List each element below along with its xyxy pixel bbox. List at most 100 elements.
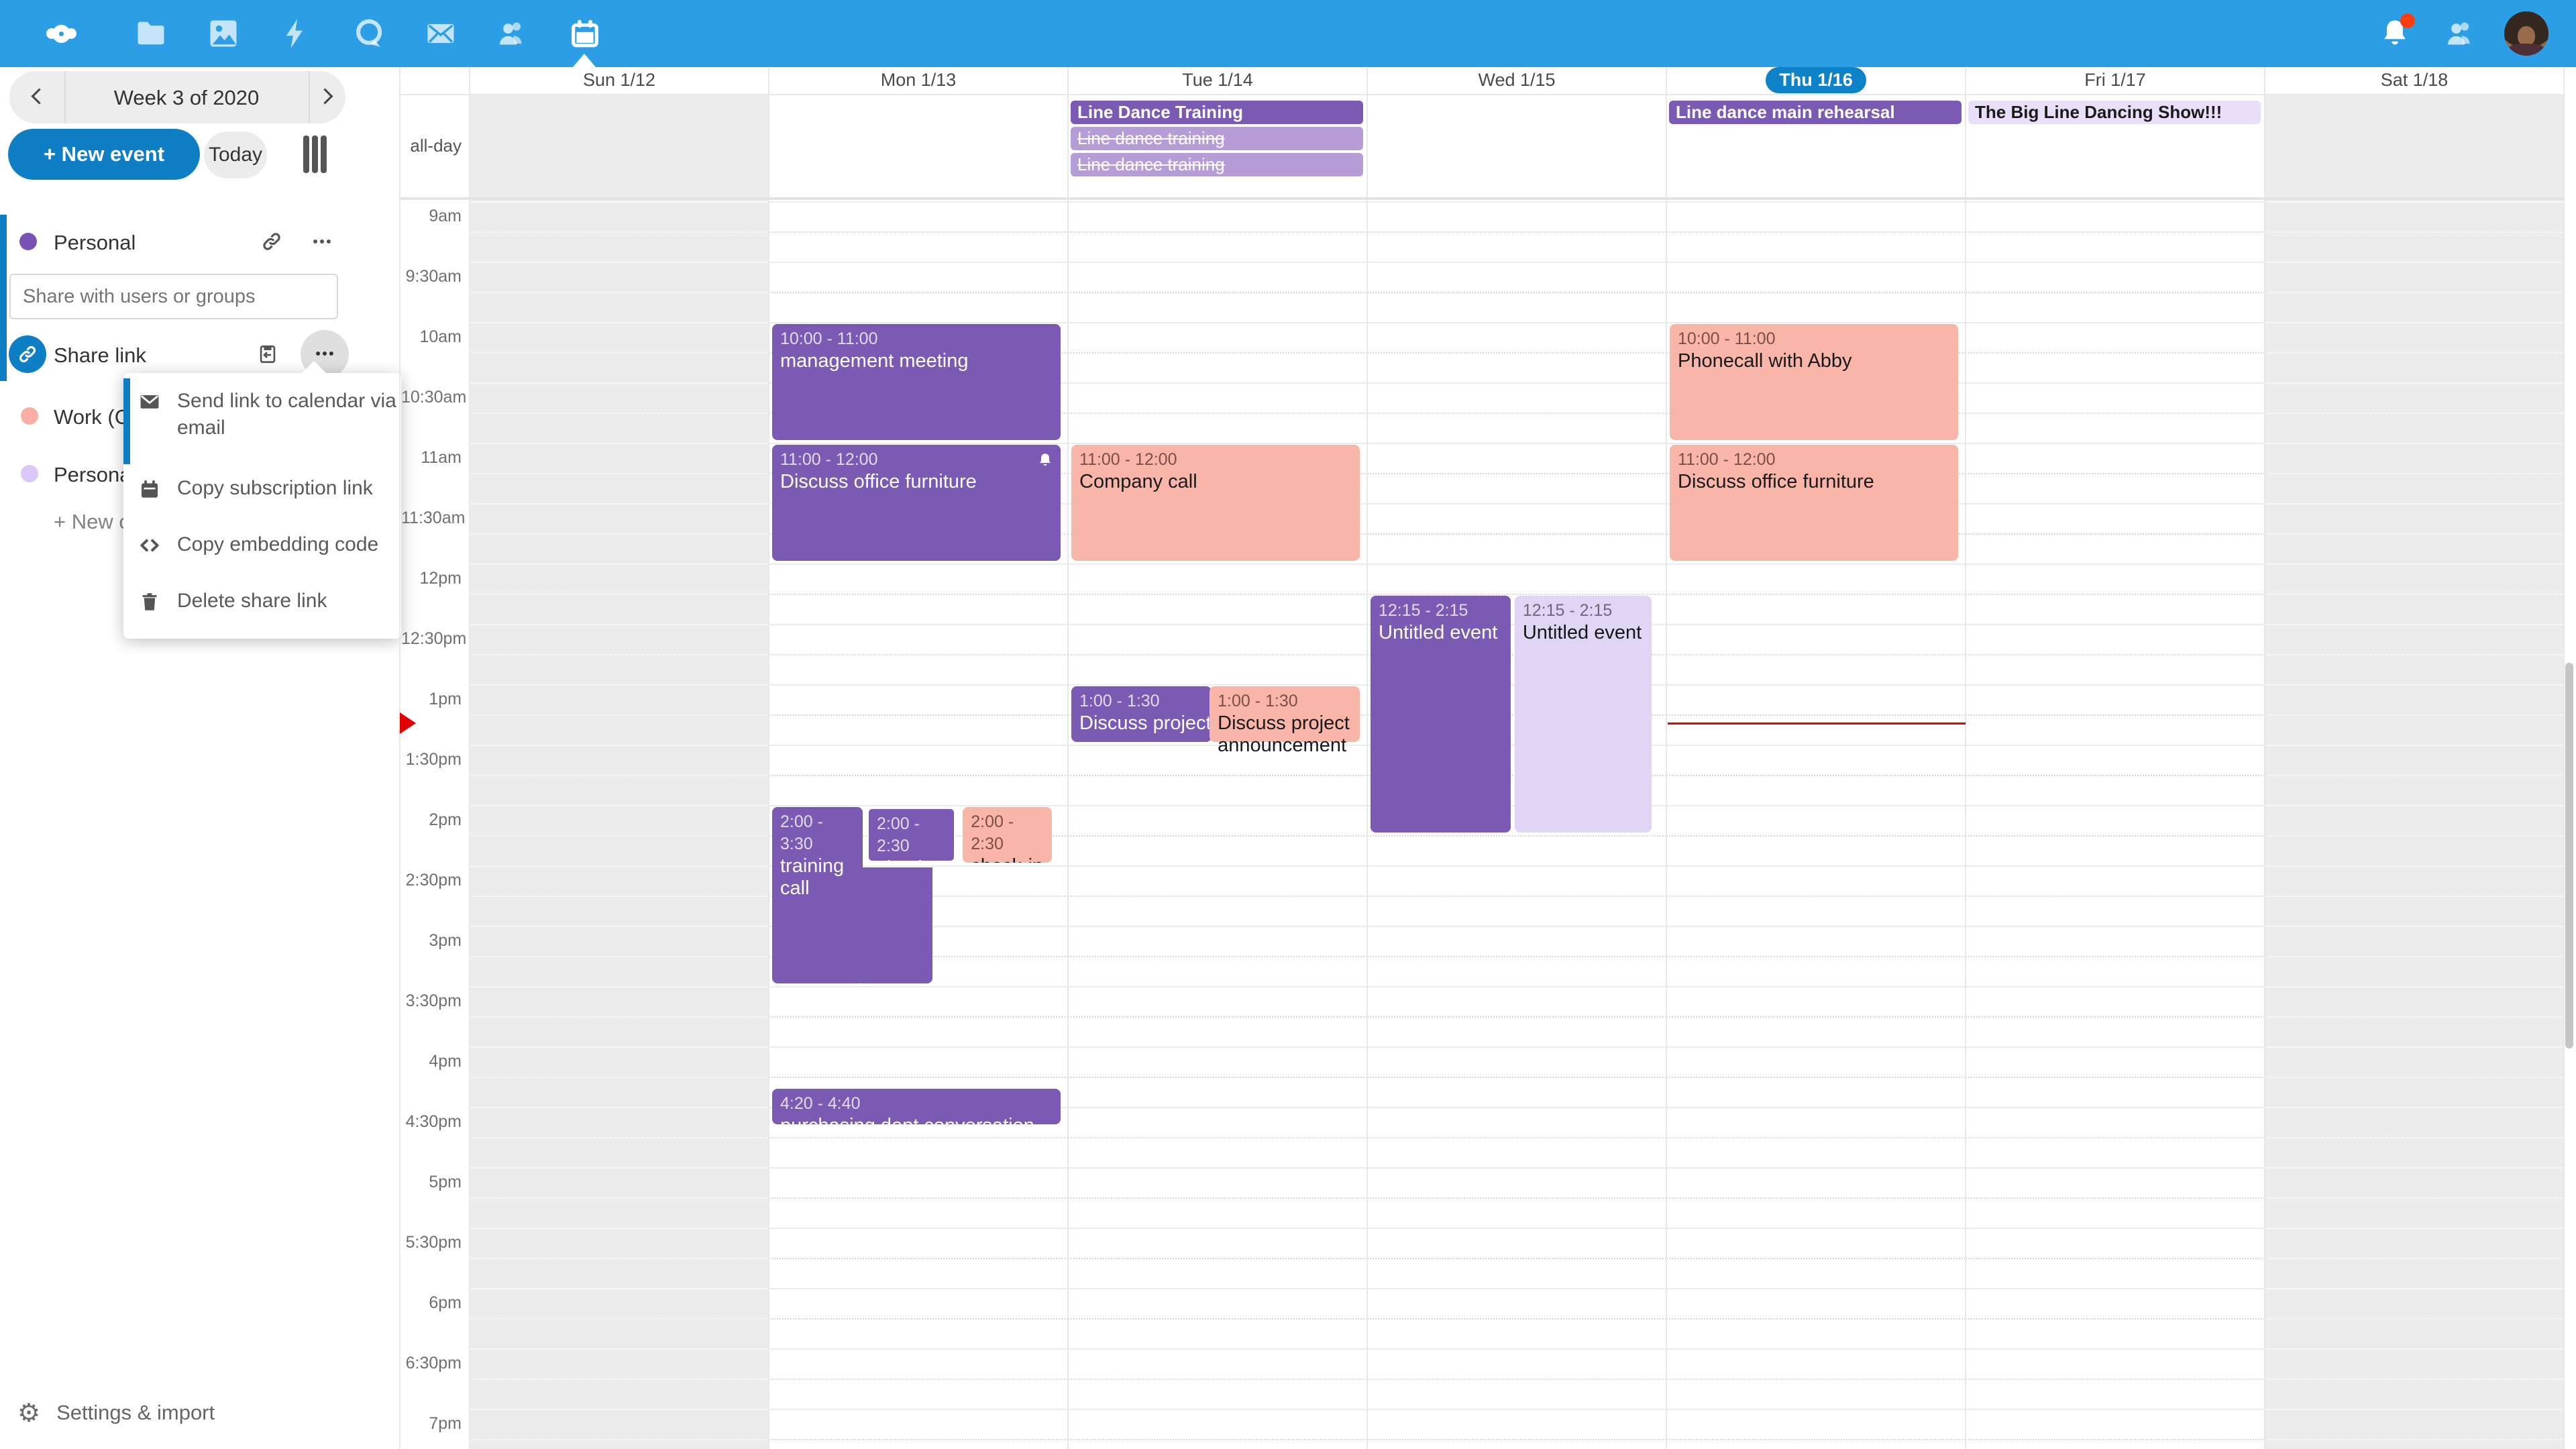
grid-line-dotted: [470, 1197, 769, 1199]
week-label[interactable]: Week 3 of 2020: [113, 86, 260, 109]
sidebar-item-personal[interactable]: Personal: [54, 231, 136, 254]
event-block[interactable]: 10:00 - 11:00 management meeting: [772, 324, 1061, 440]
grid-line: [1666, 624, 1966, 625]
grid-line: [1367, 865, 1666, 867]
event-block[interactable]: 1:00 - 1:30 Discuss project announcement: [1210, 686, 1360, 756]
grid-line: [470, 322, 769, 323]
grid-line-dotted: [2265, 413, 2564, 414]
grid-line-dotted: [769, 1016, 1068, 1018]
day-header[interactable]: Fri 1/17: [2084, 70, 2146, 90]
grid-line: [2265, 503, 2564, 504]
grid-line: [470, 382, 769, 384]
contacts-app-icon[interactable]: [495, 16, 530, 51]
event-block[interactable]: 4:20 - 4:40 purchasing dept conversation: [772, 1089, 1061, 1136]
new-calendar-button[interactable]: + New c: [54, 510, 129, 533]
event-block[interactable]: 1:00 - 1:30 Discuss project announcement: [1071, 686, 1212, 742]
grid-line: [1666, 1046, 1966, 1048]
grid-line-dotted: [1367, 835, 1666, 837]
allday-event[interactable]: Line dance training: [1071, 127, 1363, 150]
grid-line-dotted: [769, 292, 1068, 293]
talk-app-icon[interactable]: [352, 16, 387, 51]
event-block[interactable]: 11:00 - 12:00 Discuss office furniture: [1670, 445, 1958, 561]
grid-line: [1966, 262, 2265, 263]
vertical-scrollbar[interactable]: [2565, 663, 2573, 1049]
event-block[interactable]: 2:00 - 3:30 training call: [772, 807, 863, 983]
view-switcher-icon[interactable]: [303, 136, 327, 173]
files-app-icon[interactable]: [133, 16, 168, 51]
event-block-extension[interactable]: [859, 867, 933, 983]
grid-line: [769, 986, 1068, 987]
time-label: 12pm: [419, 569, 462, 588]
grid-line-dotted: [1966, 231, 2265, 233]
allday-event[interactable]: The Big Line Dancing Show!!!: [1968, 101, 2261, 124]
today-header-pill[interactable]: Thu 1/16: [1766, 67, 1866, 93]
new-event-button[interactable]: + New event: [8, 129, 200, 180]
grid-line: [2265, 1348, 2564, 1350]
time-label: 10:30am: [401, 388, 467, 407]
mail-app-icon[interactable]: [423, 16, 458, 51]
sidebar-item-personal-2[interactable]: Persona: [54, 463, 131, 486]
grid-line-dotted: [2265, 292, 2564, 293]
allday-event[interactable]: Line Dance Training: [1071, 101, 1363, 124]
grid-line: [1367, 1348, 1666, 1350]
share-link-label: Share link: [54, 343, 146, 367]
time-label: 2:30pm: [405, 871, 462, 890]
day-header[interactable]: Thu 1/16: [1666, 67, 1966, 94]
day-header[interactable]: Sat 1/18: [2380, 70, 2449, 90]
calendar-app-icon[interactable]: [568, 16, 602, 51]
more-actions-icon[interactable]: [313, 342, 336, 365]
event-title: Discuss project announcement: [1218, 712, 1350, 756]
grid-line: [1966, 745, 2265, 746]
menu-item-send-link-email[interactable]: Send link to calendar via email: [123, 388, 401, 441]
event-block[interactable]: 2:00 - 2:30 check-in: [963, 807, 1052, 863]
grid-line: [1666, 745, 1966, 746]
grid-line-dotted: [2265, 1379, 2564, 1380]
menu-item-copy-subscription-link[interactable]: Copy subscription link: [123, 475, 401, 502]
activity-app-icon[interactable]: [278, 16, 313, 51]
grid-line-dotted: [1966, 896, 2265, 897]
day-header[interactable]: Tue 1/14: [1182, 70, 1253, 90]
grid-line-dotted: [470, 654, 769, 655]
grid-line-dotted: [1666, 1016, 1966, 1018]
grid-line: [1367, 926, 1666, 927]
menu-item-copy-embedding-code[interactable]: Copy embedding code: [123, 531, 401, 558]
allday-event[interactable]: Line dance main rehearsal: [1669, 101, 1962, 124]
event-block[interactable]: 2:00 - 2:30 check-in: [867, 807, 956, 863]
link-icon[interactable]: [260, 230, 283, 253]
time-label: 5:30pm: [405, 1233, 462, 1252]
time-label: 9:30am: [405, 267, 462, 286]
grid-line: [769, 322, 1068, 323]
photos-app-icon[interactable]: [206, 16, 241, 51]
share-input[interactable]: Share with users or groups: [9, 274, 338, 319]
event-block[interactable]: 12:15 - 2:15 Untitled event: [1514, 596, 1652, 833]
sidebar-item-work[interactable]: Work (C: [54, 405, 130, 429]
app-sidebar: Week 3 of 2020 + New event Today Persona…: [0, 67, 401, 1449]
notifications-bell-icon[interactable]: [2377, 13, 2415, 51]
event-block[interactable]: 11:00 - 12:00 Discuss office furniture: [772, 445, 1061, 561]
today-button[interactable]: Today: [204, 131, 267, 178]
avatar[interactable]: [2504, 11, 2548, 56]
grid-line: [1068, 201, 1367, 203]
grid-line: [2265, 926, 2564, 927]
event-block[interactable]: 12:15 - 2:15 Untitled event: [1371, 596, 1511, 833]
time-label: 11am: [421, 448, 462, 467]
event-block[interactable]: 10:00 - 11:00 Phonecall with Abby: [1670, 324, 1958, 440]
week-switcher[interactable]: Week 3 of 2020: [9, 71, 345, 123]
menu-item-delete-share-link[interactable]: Delete share link: [123, 588, 401, 614]
focused-item-indicator: [123, 378, 130, 464]
settings-and-import[interactable]: ⚙ Settings & import: [17, 1398, 215, 1428]
copy-internal-link-icon[interactable]: [256, 342, 279, 365]
day-header[interactable]: Wed 1/15: [1478, 70, 1556, 90]
grid-line: [1666, 564, 1966, 565]
allday-event[interactable]: Line dance training: [1071, 153, 1363, 176]
nextcloud-logo[interactable]: [24, 15, 98, 52]
day-header[interactable]: Mon 1/13: [880, 70, 957, 90]
more-actions-icon[interactable]: [311, 230, 333, 253]
event-block[interactable]: 11:00 - 12:00 Company call: [1071, 445, 1360, 561]
day-header[interactable]: Sun 1/12: [582, 70, 656, 90]
grid-line-dotted: [1068, 1197, 1367, 1199]
contacts-menu-icon[interactable]: [2443, 16, 2478, 51]
grid-line-dotted: [470, 714, 769, 716]
column-border: [768, 67, 769, 1449]
grid-line: [1666, 986, 1966, 987]
